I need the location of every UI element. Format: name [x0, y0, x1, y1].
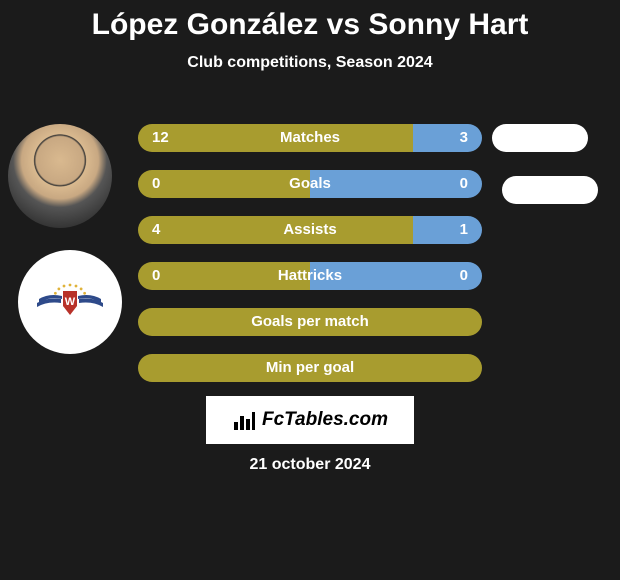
club-logo-svg: W	[35, 281, 105, 323]
opponent-pill-2	[502, 176, 598, 204]
stat-right-value: 3	[460, 124, 468, 152]
stat-label: Hattricks	[138, 262, 482, 290]
stat-left-value: 4	[152, 216, 160, 244]
stat-single-row: Min per goal	[138, 354, 482, 382]
stat-right-value: 0	[460, 170, 468, 198]
fctables-text: FcTables.com	[262, 409, 388, 431]
svg-text:W: W	[65, 296, 76, 308]
stat-single-row: Goals per match	[138, 308, 482, 336]
stat-right-value: 1	[460, 216, 468, 244]
stat-row: Goals0 0	[138, 170, 482, 198]
date-label: 21 october 2024	[0, 456, 620, 474]
fctables-watermark: FcTables.com	[206, 396, 414, 444]
stat-row: Assists4 1	[138, 216, 482, 244]
stat-row: Matches12 3	[138, 124, 482, 152]
club-logo: W	[18, 250, 122, 354]
stat-row: Hattricks0 0	[138, 262, 482, 290]
stat-right-value: 0	[460, 262, 468, 290]
stat-label: Assists	[138, 216, 482, 244]
player-avatar	[8, 124, 112, 228]
stat-left-value: 12	[152, 124, 169, 152]
subtitle: Club competitions, Season 2024	[0, 54, 620, 72]
page-title: López González vs Sonny Hart	[0, 0, 620, 42]
opponent-pill-1	[492, 124, 588, 152]
stat-label: Goals	[138, 170, 482, 198]
stat-left-value: 0	[152, 262, 160, 290]
stat-left-value: 0	[152, 170, 160, 198]
stats-container: Matches123Goals00Assists41Hattricks00Goa…	[138, 124, 482, 400]
bars-icon	[232, 408, 256, 432]
stat-label: Matches	[138, 124, 482, 152]
